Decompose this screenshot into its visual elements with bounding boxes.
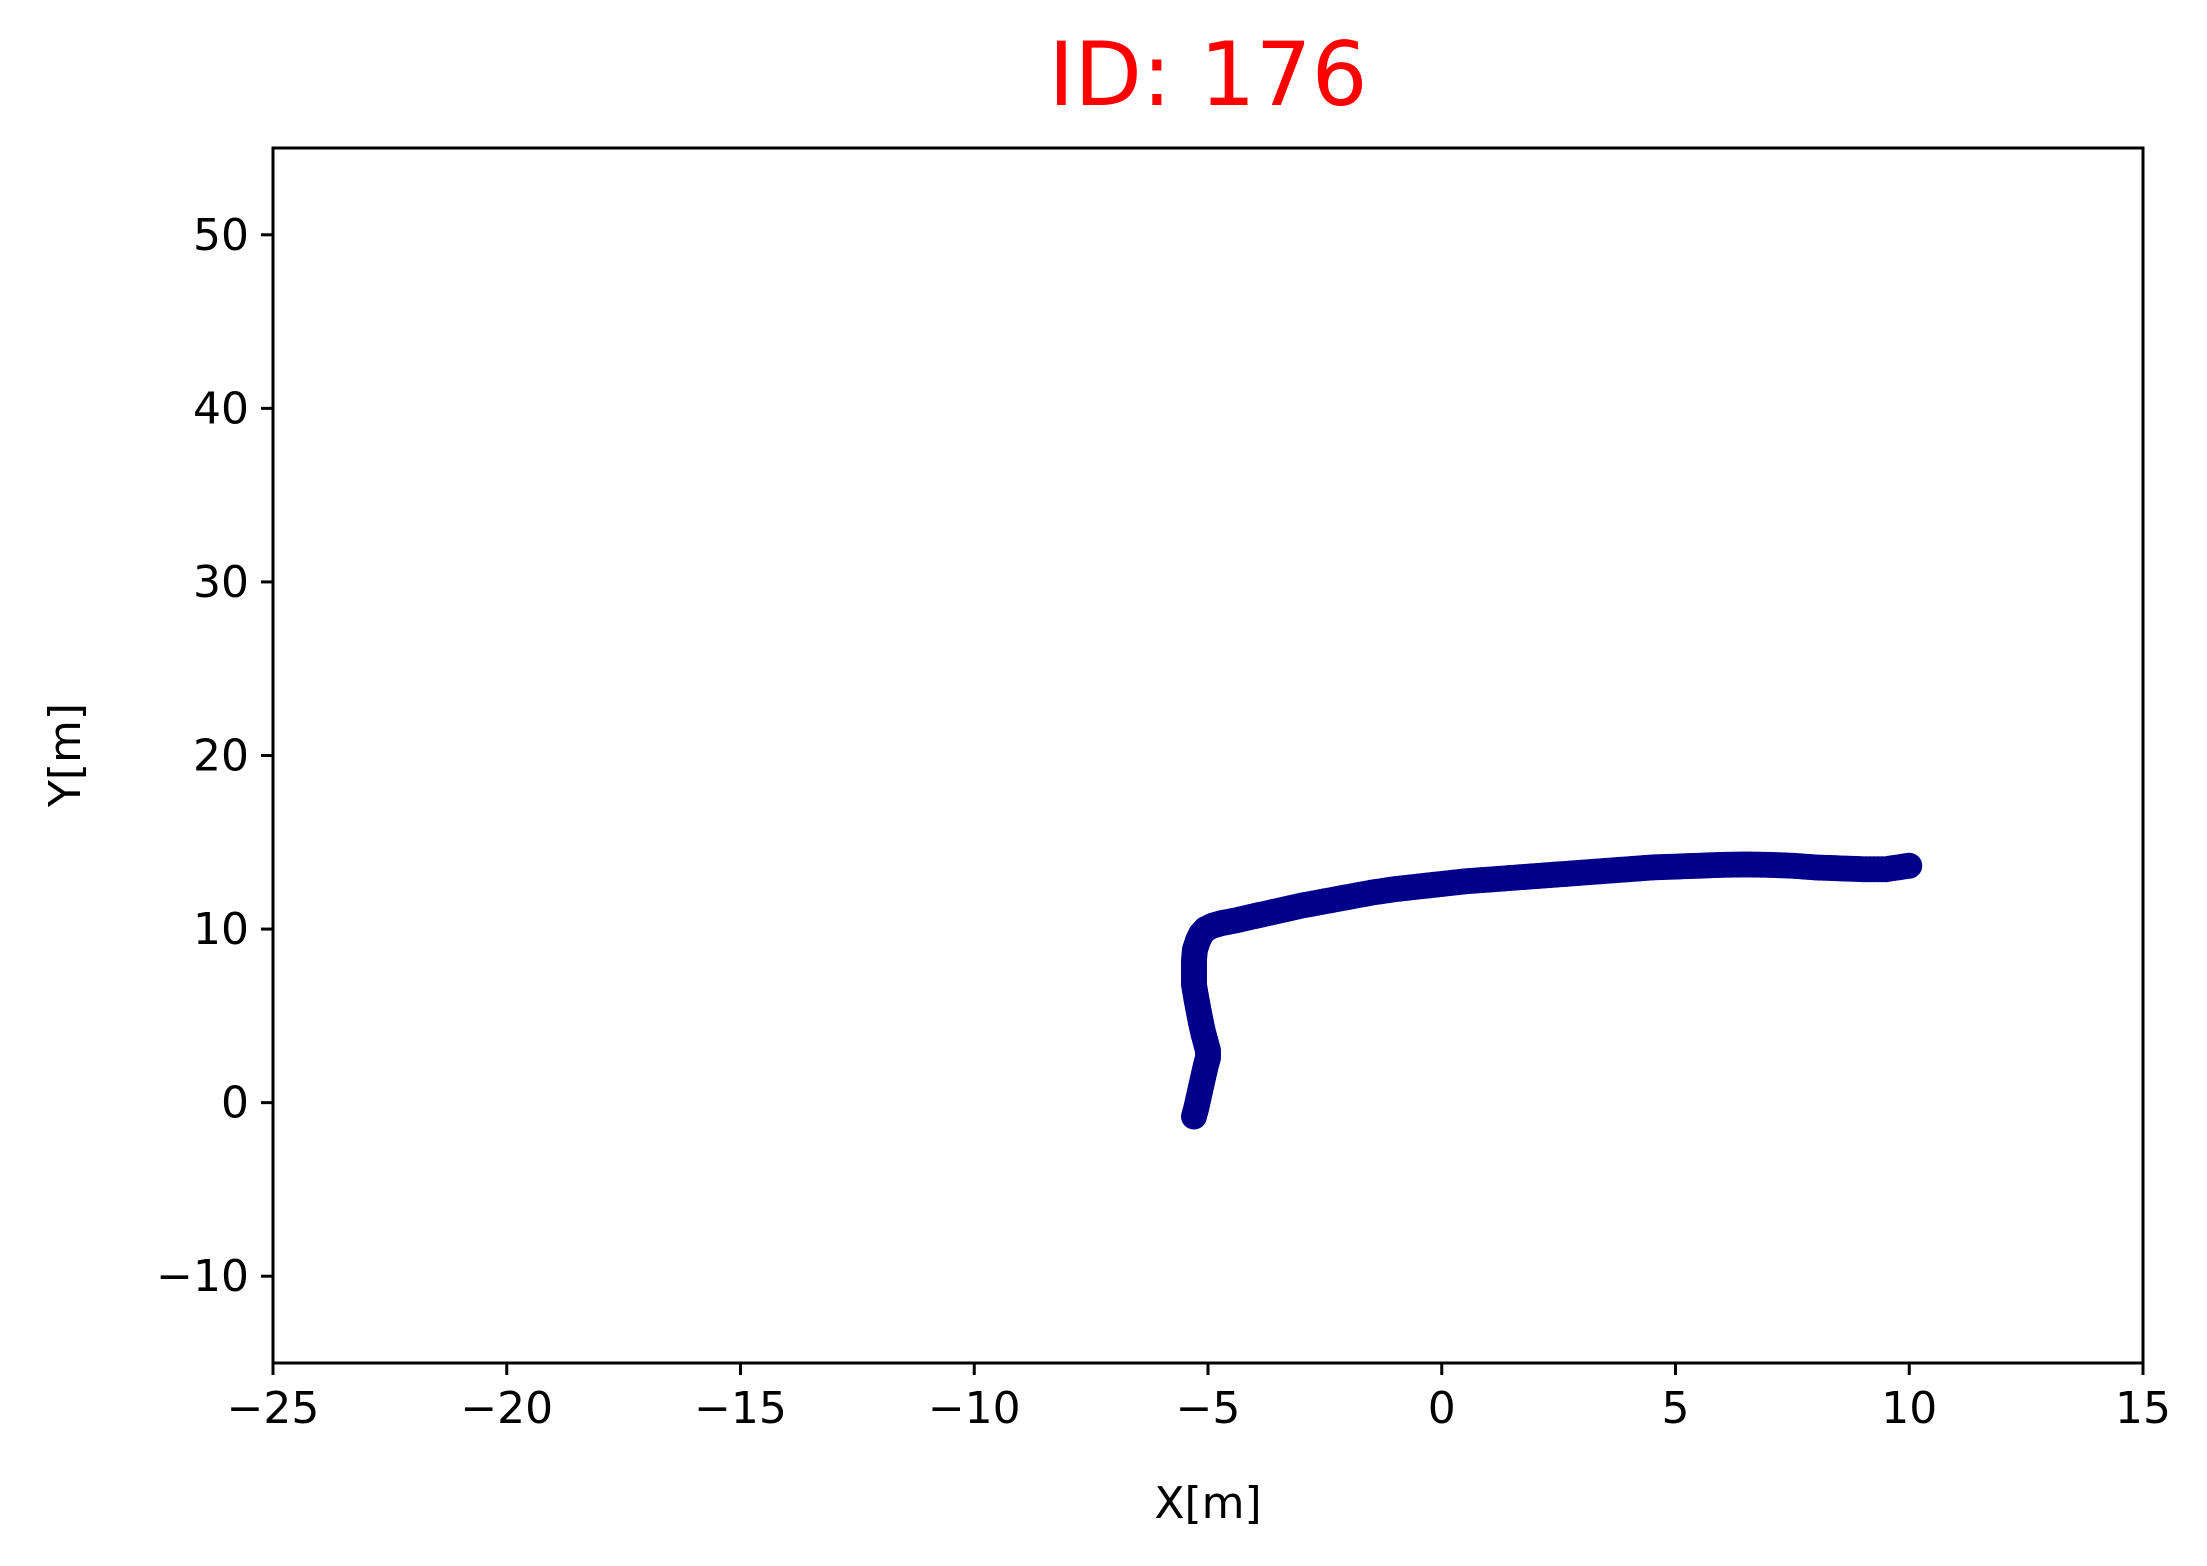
chart-title: ID: 176 bbox=[1048, 23, 1367, 126]
y-tick-label: −10 bbox=[156, 1251, 249, 1302]
x-tick-label: 5 bbox=[1662, 1383, 1690, 1434]
x-tick-label: −15 bbox=[694, 1383, 787, 1434]
y-tick-label: 0 bbox=[221, 1078, 249, 1129]
x-tick-label: −25 bbox=[227, 1383, 320, 1434]
y-axis: −10 0 10 20 30 40 50 bbox=[156, 210, 273, 1302]
data-point bbox=[1896, 852, 1923, 879]
y-axis-label: Y[m] bbox=[40, 703, 91, 808]
y-tick-label: 10 bbox=[193, 904, 249, 955]
plot-frame bbox=[271, 146, 2145, 1365]
x-tick-label: 10 bbox=[1881, 1383, 1937, 1434]
x-tick-label: −5 bbox=[1176, 1383, 1241, 1434]
x-tick-label: 0 bbox=[1428, 1383, 1456, 1434]
y-tick-label: 40 bbox=[193, 383, 249, 434]
x-tick-label: 15 bbox=[2115, 1383, 2171, 1434]
series-trajectory bbox=[1180, 851, 1923, 1130]
x-axis: −25 −20 −15 −10 −5 0 5 10 15 bbox=[227, 1363, 2171, 1434]
y-tick-label: 50 bbox=[193, 210, 249, 261]
y-tick-label: 20 bbox=[193, 731, 249, 782]
x-tick-label: −20 bbox=[460, 1383, 553, 1434]
y-tick-label: 30 bbox=[193, 557, 249, 608]
plot-area bbox=[1180, 851, 1923, 1130]
x-axis-label: X[m] bbox=[1154, 1478, 1261, 1529]
x-tick-label: −10 bbox=[928, 1383, 1021, 1434]
